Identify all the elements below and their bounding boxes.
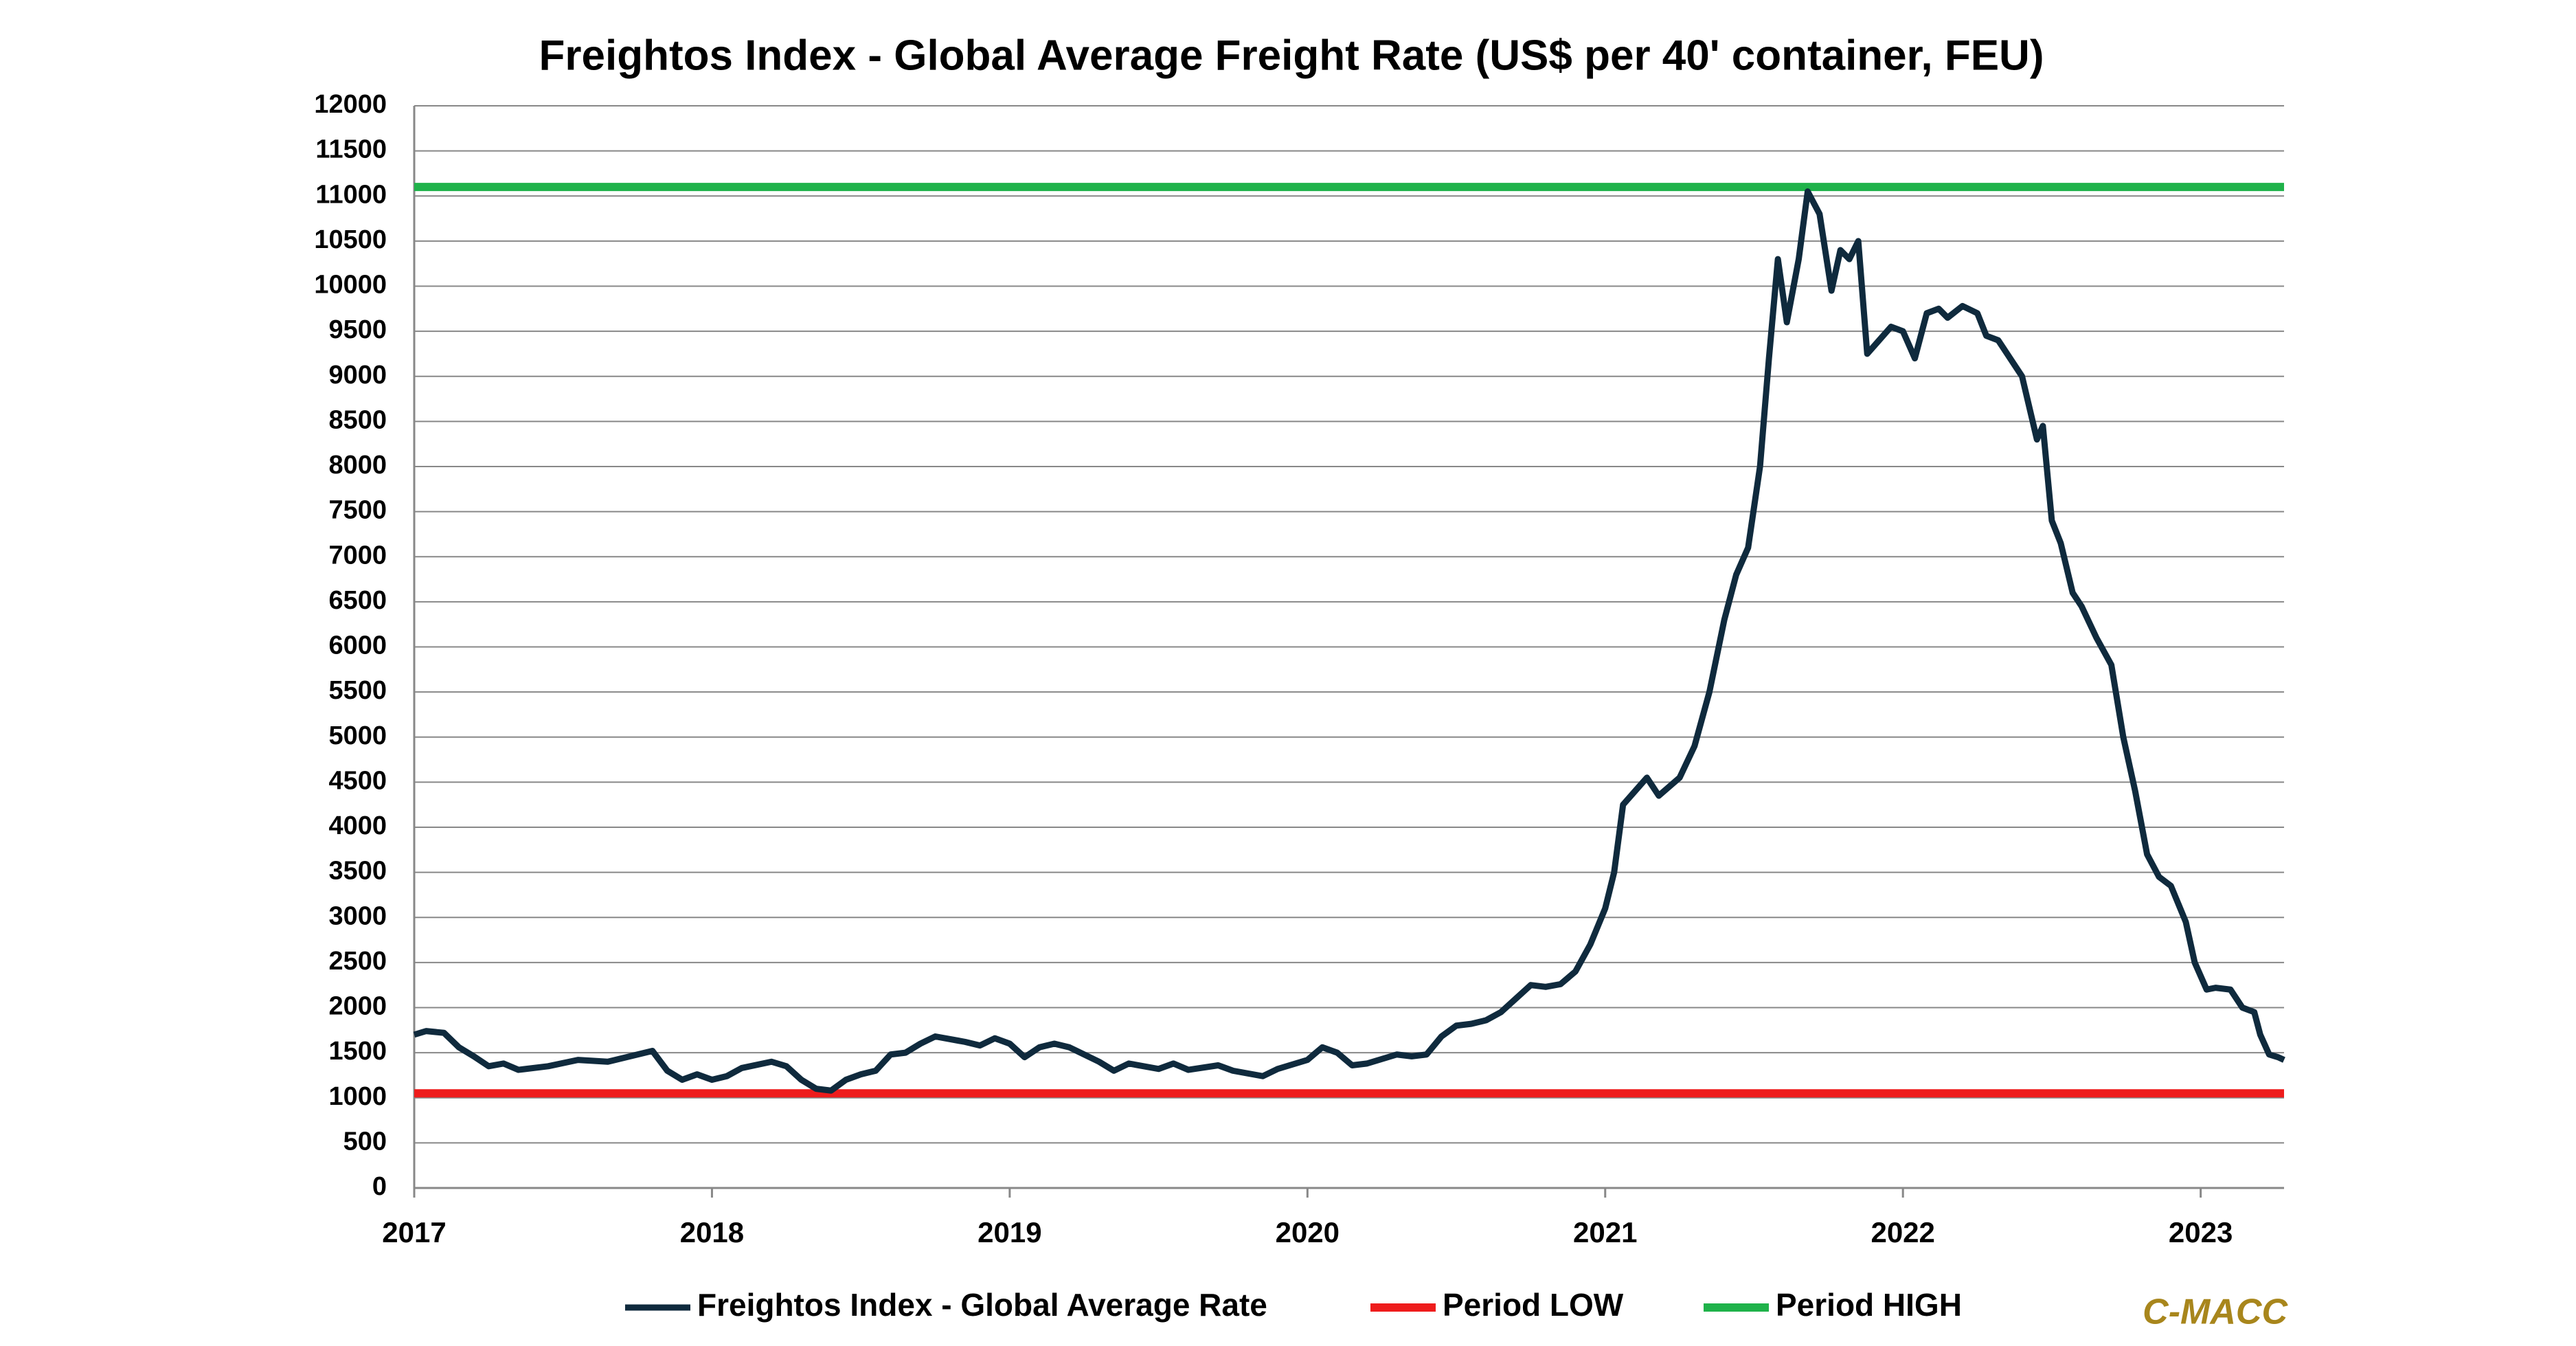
y-tick-label: 4000 (328, 811, 387, 840)
y-tick-label: 6500 (328, 586, 387, 615)
y-tick-label: 3500 (328, 857, 387, 886)
x-tick-label: 2020 (1276, 1216, 1340, 1248)
y-tick-label: 8000 (328, 451, 387, 480)
y-tick-label: 11500 (315, 135, 387, 164)
x-tick-label: 2023 (2169, 1216, 2233, 1248)
x-tick-label: 2021 (1573, 1216, 1637, 1248)
x-tick-label: 2022 (1871, 1216, 1934, 1248)
y-tick-label: 4500 (328, 766, 387, 795)
y-tick-label: 7000 (328, 541, 387, 570)
y-tick-label: 7500 (328, 496, 387, 525)
y-tick-label: 500 (343, 1127, 387, 1156)
y-tick-label: 10000 (314, 271, 387, 300)
y-tick-label: 11000 (315, 180, 387, 209)
y-tick-label: 5000 (328, 721, 387, 750)
legend-label: Period HIGH (1776, 1287, 1962, 1323)
y-tick-label: 9000 (328, 361, 387, 390)
y-tick-label: 8500 (328, 405, 387, 434)
source-label: C-MACC (2143, 1292, 2288, 1332)
y-tick-label: 6000 (328, 631, 387, 660)
y-tick-label: 2000 (328, 992, 387, 1021)
y-tick-label: 3000 (328, 901, 387, 930)
x-tick-label: 2017 (382, 1216, 446, 1248)
legend-label: Period LOW (1443, 1287, 1624, 1323)
x-tick-label: 2018 (680, 1216, 744, 1248)
chart-title: Freightos Index - Global Average Freight… (539, 32, 2044, 79)
y-tick-label: 1000 (328, 1082, 387, 1111)
y-tick-label: 12000 (314, 90, 387, 119)
y-tick-label: 2500 (328, 947, 387, 976)
y-tick-label: 10500 (314, 225, 387, 254)
y-tick-label: 1500 (328, 1037, 387, 1066)
x-tick-label: 2019 (978, 1216, 1041, 1248)
legend-label: Freightos Index - Global Average Rate (697, 1287, 1267, 1323)
y-tick-label: 9500 (328, 315, 387, 344)
y-tick-label: 5500 (328, 676, 387, 705)
series-line (413, 188, 2285, 1094)
y-tick-label: 0 (372, 1172, 387, 1201)
